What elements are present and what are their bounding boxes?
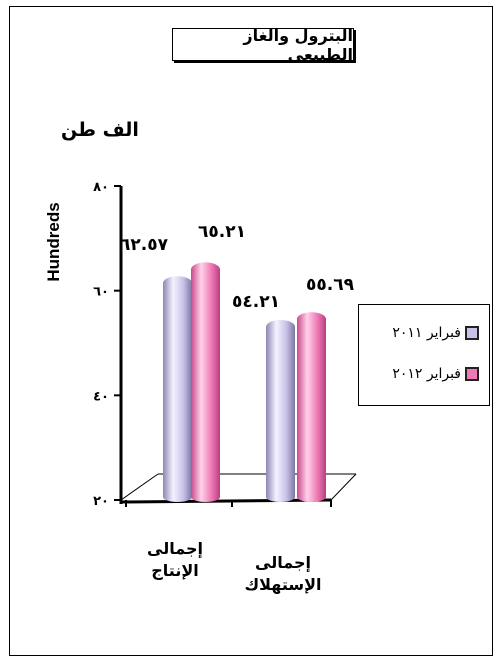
bar-base-1-0	[266, 492, 295, 502]
data-label-0-0: ٦٢.٥٧	[120, 235, 169, 255]
data-label-0-1: ٦٥.٢١	[198, 222, 246, 242]
legend-swatch-2012	[465, 367, 479, 381]
bar-base-0-1	[191, 492, 220, 502]
category-label-consumption: إجمالى الإستهلاك	[228, 552, 338, 596]
y-tick-label-20: ٢٠	[93, 494, 109, 509]
y-tick-label-40: ٤٠	[93, 389, 109, 404]
legend-item-2012: فبراير ٢٠١٢	[392, 366, 479, 382]
bar-body-1-0	[266, 326, 295, 497]
y-tick-label-60: ٦٠	[93, 285, 109, 300]
bar-body-0-1	[191, 269, 220, 497]
category-label-production-line2: الإنتاج	[151, 561, 199, 580]
data-label-1-1: ٥٥.٦٩	[306, 275, 355, 295]
bar-base-1-1	[297, 492, 326, 502]
bar-cap-0-1	[191, 262, 220, 277]
y-tick-label-80: ٨٠	[93, 180, 109, 195]
bar-body-1-1	[297, 319, 326, 497]
chart-frame	[9, 6, 493, 656]
legend-item-2011: فبراير ٢٠١١	[392, 325, 479, 341]
bar-body-0-0	[163, 283, 192, 497]
x-axis-line	[120, 498, 332, 504]
unit-label: الف طن	[61, 119, 139, 141]
chart-title: البترول والغاز الطبيعى	[172, 26, 354, 64]
legend-label-2011: فبراير ٢٠١١	[392, 325, 461, 341]
floor-back-edge	[120, 473, 159, 501]
bar-0-series-0	[163, 276, 192, 502]
bar-cap-0-0	[163, 276, 192, 291]
data-label-1-0: ٥٤.٢١	[232, 292, 280, 312]
category-label-consumption-line2: الإستهلاك	[244, 575, 322, 594]
category-label-consumption-line1: إجمالى	[255, 553, 311, 572]
legend-label-2012: فبراير ٢٠١٢	[392, 366, 461, 382]
floor-right-edge	[330, 473, 357, 501]
bar-1-series-0	[266, 319, 295, 502]
legend-swatch-2011	[465, 326, 479, 340]
legend: فبراير ٢٠١١ فبراير ٢٠١٢	[358, 304, 490, 406]
bar-cap-1-0	[266, 319, 295, 334]
category-label-production: إجمالى الإنتاج	[120, 538, 230, 582]
bar-cap-1-1	[297, 312, 326, 327]
bar-base-0-0	[163, 492, 192, 502]
bar-1-series-1	[297, 312, 326, 502]
bar-0-series-1	[191, 262, 220, 502]
category-label-production-line1: إجمالى	[147, 539, 203, 558]
